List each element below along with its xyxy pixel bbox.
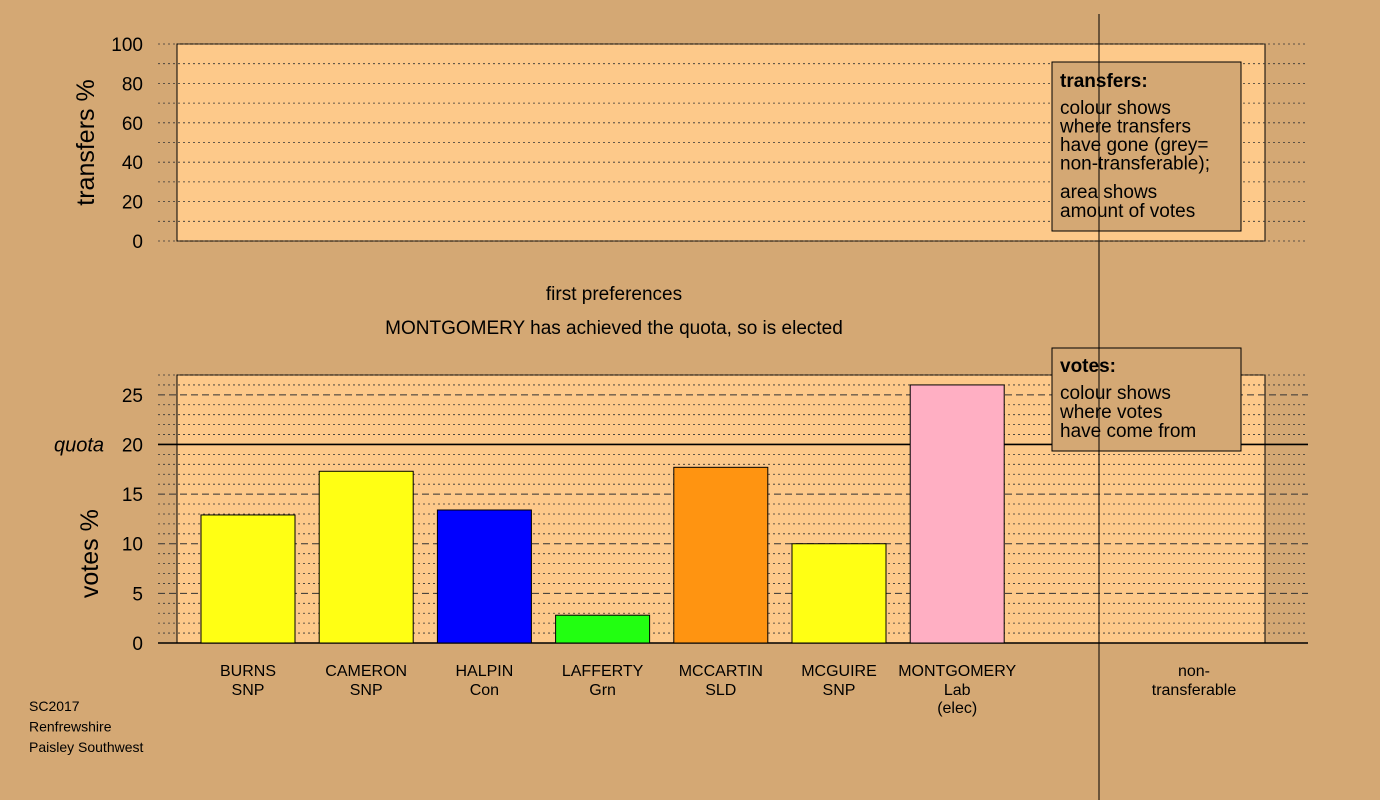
votes-legend-line: have come from — [1060, 421, 1196, 442]
transfers-y-tick-label: 20 — [122, 193, 143, 214]
stage-title: first preferences — [546, 284, 682, 305]
non-transferable-label: transferable — [1152, 682, 1237, 699]
bar-montgomery — [909, 384, 1005, 644]
transfers-y-tick-label: 60 — [122, 114, 143, 135]
footer-line: SC2017 — [29, 698, 80, 714]
transfers-legend-title: transfers: — [1060, 71, 1148, 92]
transfers-y-tick-label: 40 — [122, 153, 143, 174]
candidate-name-label: CAMERON — [325, 663, 407, 680]
candidate-name-label: LAFFERTY — [562, 663, 644, 680]
transfers-y-tick-label: 80 — [122, 74, 143, 95]
candidate-party-label: SLD — [705, 682, 736, 699]
quota-label: quota — [54, 434, 104, 456]
candidate-party-label: Con — [470, 682, 499, 699]
transfers-y-tick-label: 0 — [132, 232, 143, 253]
bar-halpin — [436, 509, 532, 644]
bar-burns — [200, 514, 296, 644]
candidate-party-label: SNP — [350, 682, 383, 699]
votes-y-tick-label: 10 — [122, 535, 143, 556]
transfers-y-axis-label: transfers % — [72, 79, 100, 205]
votes-legend-title: votes: — [1060, 356, 1116, 377]
votes-y-tick-label: 25 — [122, 386, 143, 407]
votes-y-axis-label: votes % — [76, 509, 104, 598]
votes-y-tick-label: 20 — [122, 435, 143, 456]
votes-legend-line: colour shows — [1060, 383, 1171, 404]
transfers-y-tick-label: 100 — [111, 35, 143, 56]
bar-mccartin — [673, 466, 769, 644]
votes-legend-line: where votes — [1059, 402, 1162, 423]
bars-group — [200, 384, 1005, 644]
candidate-party-label: SNP — [232, 682, 265, 699]
footer-line: Paisley Southwest — [29, 739, 144, 755]
candidate-name-label: HALPIN — [456, 663, 514, 680]
votes-y-tick-label: 15 — [122, 485, 143, 506]
transfers-legend-line: non-transferable); — [1060, 154, 1210, 175]
transfers-legend-line: area shows — [1060, 182, 1157, 203]
candidate-name-label: MCCARTIN — [679, 663, 763, 680]
footer: SC2017 Renfrewshire Paisley Southwest — [29, 698, 144, 755]
bar-lafferty — [555, 614, 651, 644]
transfers-legend-line: colour shows — [1060, 98, 1171, 119]
transfers-legend-line: where transfers — [1059, 117, 1191, 138]
candidate-party-label: Grn — [589, 682, 616, 699]
candidate-status-label: (elec) — [937, 700, 977, 717]
transfers-legend-line: amount of votes — [1060, 201, 1195, 222]
non-transferable-label: non- — [1178, 663, 1210, 680]
candidate-name-label: MCGUIRE — [801, 663, 877, 680]
candidate-name-label: BURNS — [220, 663, 276, 680]
candidate-party-label: SNP — [823, 682, 856, 699]
bar-cameron — [318, 470, 414, 644]
category-labels: BURNS SNP CAMERON SNP HALPIN Con LAFFERTY Grn MC… — [220, 663, 1236, 717]
footer-line: Renfrewshire — [29, 719, 112, 735]
votes-y-tick-label: 0 — [132, 634, 143, 655]
bar-mcguire — [791, 543, 887, 644]
candidate-party-label: Lab — [944, 682, 971, 699]
transfers-legend-box — [1051, 61, 1242, 232]
transfers-legend-line: have gone (grey= — [1060, 135, 1208, 156]
votes-legend-box — [1051, 347, 1242, 452]
votes-y-tick-label: 5 — [132, 584, 143, 605]
candidate-name-label: MONTGOMERY — [898, 663, 1016, 680]
stage-subtitle: MONTGOMERY has achieved the quota, so is… — [385, 318, 843, 339]
